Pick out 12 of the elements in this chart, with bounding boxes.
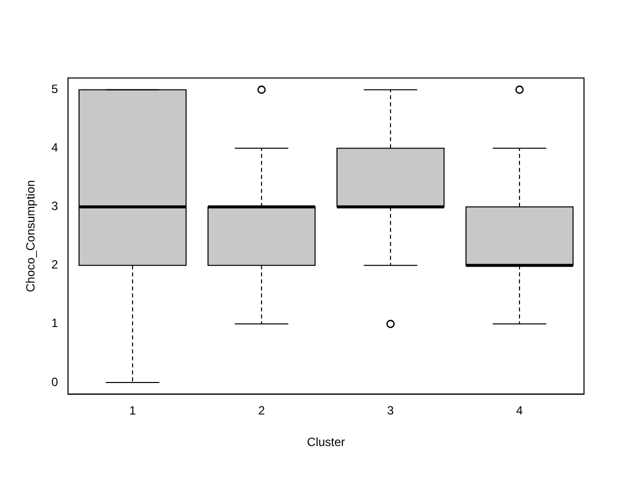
x-tick-label: 1 <box>129 404 136 418</box>
y-tick-label: 2 <box>51 258 58 272</box>
y-tick-label: 3 <box>51 199 58 214</box>
x-tick-label: 4 <box>516 404 524 418</box>
y-tick-label: 1 <box>51 316 58 330</box>
y-tick-label: 0 <box>51 374 58 389</box>
y-tick-label: 5 <box>51 82 58 96</box>
x-axis-title: Cluster <box>307 435 346 450</box>
x-tick-label: 2 <box>258 404 266 418</box>
y-axis-title: Choco_Consumption <box>24 180 38 292</box>
y-tick-label: 4 <box>51 140 58 155</box>
x-tick-label: 3 <box>387 404 394 418</box>
